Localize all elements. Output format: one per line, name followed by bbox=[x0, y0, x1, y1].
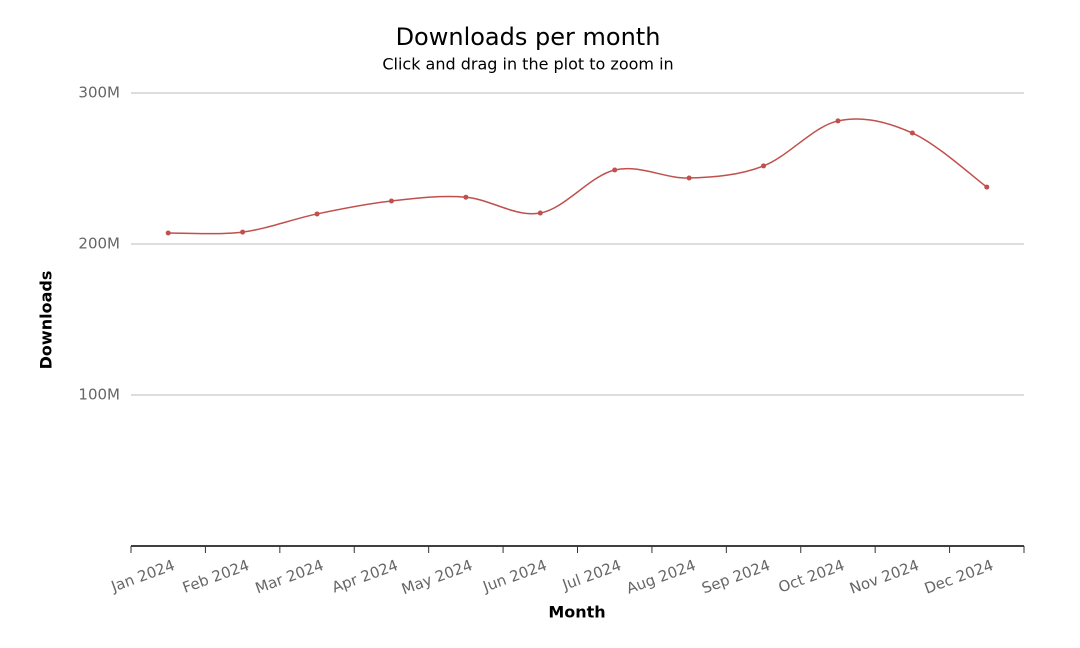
x-tick-label: May 2024 bbox=[399, 556, 475, 598]
x-tick-label: Jun 2024 bbox=[480, 556, 549, 596]
data-point bbox=[909, 130, 915, 136]
data-point bbox=[388, 198, 394, 204]
data-point bbox=[612, 167, 618, 173]
y-tick-label: 100M bbox=[78, 386, 120, 404]
data-point bbox=[835, 118, 841, 124]
y-tick-label: 200M bbox=[78, 235, 120, 253]
x-tick-label: Mar 2024 bbox=[253, 556, 326, 597]
x-tick-label: Feb 2024 bbox=[180, 556, 251, 597]
data-point bbox=[984, 184, 990, 190]
y-axis-title: Downloads bbox=[37, 271, 56, 370]
data-point bbox=[165, 230, 171, 236]
x-tick-label: Dec 2024 bbox=[922, 556, 996, 598]
x-tick-label: Oct 2024 bbox=[776, 556, 847, 596]
x-tick-label: Jan 2024 bbox=[108, 556, 177, 596]
x-tick-label: Nov 2024 bbox=[847, 556, 921, 598]
chart-title: Downloads per month bbox=[396, 23, 661, 51]
x-axis-title: Month bbox=[548, 603, 605, 622]
data-point bbox=[537, 210, 543, 216]
data-point bbox=[463, 194, 469, 200]
x-tick-label: Apr 2024 bbox=[329, 556, 400, 596]
data-point bbox=[240, 229, 246, 235]
chart-subtitle: Click and drag in the plot to zoom in bbox=[382, 55, 673, 74]
x-tick-label: Aug 2024 bbox=[624, 556, 698, 598]
y-tick-label: 300M bbox=[78, 84, 120, 102]
series-line bbox=[168, 118, 988, 235]
data-point bbox=[761, 163, 767, 169]
x-tick-label: Jul 2024 bbox=[559, 556, 623, 594]
data-point bbox=[314, 211, 320, 217]
data-point bbox=[686, 175, 692, 181]
x-tick-label: Sep 2024 bbox=[699, 556, 772, 597]
